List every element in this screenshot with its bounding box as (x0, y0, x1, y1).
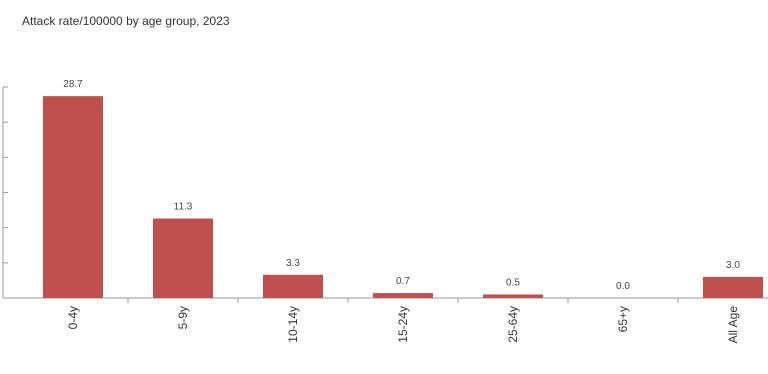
data-label: 0.0 (616, 281, 630, 292)
bar-5-9y (153, 218, 213, 298)
category-label: 0-4y (66, 306, 80, 329)
bar-0-4y (43, 96, 103, 298)
bar-25-64y (483, 294, 543, 298)
data-label: 3.0 (726, 260, 740, 271)
category-label: All Age (726, 306, 740, 344)
category-label: 15-24y (396, 306, 410, 343)
bar-10-14y (263, 274, 323, 298)
data-labels: 28.7 11.3 3.3 0.7 0.5 0.0 3.0 (63, 79, 740, 292)
data-label: 0.5 (506, 277, 520, 288)
category-label: 5-9y (176, 306, 190, 329)
data-label: 28.7 (63, 79, 83, 90)
data-label: 0.7 (396, 276, 410, 287)
bar-15-24y (373, 293, 433, 298)
bar-all-age (703, 276, 763, 298)
y-axis (2, 86, 768, 303)
category-label: 25-64y (506, 306, 520, 343)
category-labels: 0-4y 5-9y 10-14y 15-24y 25-64y 65+y All Age (66, 306, 740, 344)
data-label: 11.3 (174, 202, 193, 213)
category-label: 10-14y (286, 306, 300, 343)
category-label: 65+y (616, 306, 630, 332)
chart-title: Attack rate/100000 by age group, 2023 (22, 14, 230, 28)
data-label: 3.3 (286, 258, 300, 269)
bars (43, 96, 763, 298)
